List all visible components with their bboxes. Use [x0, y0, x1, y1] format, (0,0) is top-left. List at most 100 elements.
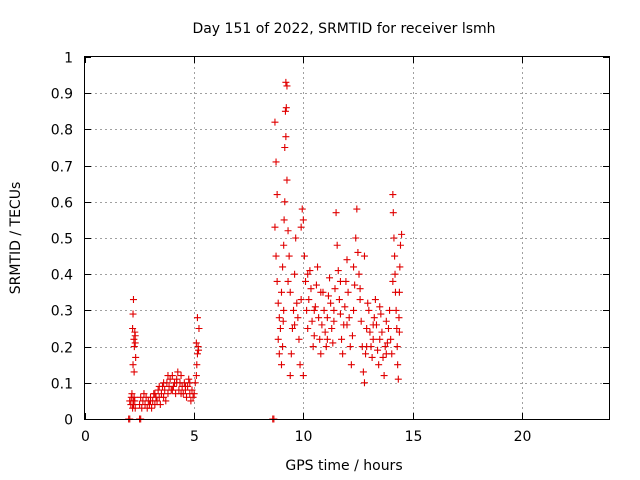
plot-frame	[84, 56, 610, 420]
data-point	[131, 397, 139, 405]
data-point	[369, 335, 377, 343]
data-point	[356, 296, 364, 304]
data-point	[129, 310, 137, 318]
data-point	[282, 104, 290, 112]
data-point	[157, 390, 165, 398]
data-point	[347, 361, 355, 369]
data-point	[293, 299, 301, 307]
x-tick-label: 20	[514, 429, 532, 445]
data-point	[286, 288, 294, 296]
data-point	[188, 386, 196, 394]
y-tick-labels: 0 0.1 0.2 0.3 0.4 0.5 0.6 0.7 0.8 0.9 1	[51, 51, 73, 429]
data-point	[300, 252, 308, 260]
data-point	[383, 339, 391, 347]
data-point	[276, 325, 284, 332]
data-point	[296, 361, 304, 369]
data-point	[175, 386, 183, 394]
data-point	[305, 296, 313, 304]
data-point	[360, 379, 368, 387]
y-tick-label: 0.7	[51, 160, 73, 176]
data-point	[391, 270, 399, 278]
data-point	[343, 321, 351, 329]
data-point	[295, 335, 303, 343]
y-tick-label: 0.6	[51, 196, 73, 212]
data-point	[164, 372, 172, 380]
data-point	[193, 350, 201, 358]
data-point	[316, 335, 324, 343]
data-point	[330, 306, 338, 314]
data-point	[291, 270, 299, 278]
data-point	[160, 379, 168, 387]
data-point	[162, 397, 170, 405]
data-point	[191, 379, 199, 387]
data-point	[302, 277, 310, 285]
data-point	[345, 314, 353, 322]
data-point	[378, 328, 386, 336]
data-point	[131, 404, 139, 412]
x-tick-label: 5	[190, 429, 199, 445]
data-point	[310, 332, 318, 340]
data-point	[155, 382, 163, 390]
data-point	[326, 274, 334, 282]
data-point	[284, 227, 292, 235]
data-point	[380, 372, 388, 380]
data-point	[328, 325, 336, 332]
data-point	[183, 393, 191, 401]
x-tick-labels: 0 5 10 15 20	[81, 429, 531, 445]
data-point	[299, 372, 307, 380]
data-point	[374, 346, 382, 354]
data-point	[398, 230, 406, 238]
data-point	[177, 390, 185, 398]
data-point	[396, 263, 404, 271]
data-point	[278, 361, 285, 369]
data-point	[279, 317, 287, 325]
data-point	[129, 361, 137, 369]
data-point	[333, 241, 341, 249]
data-point	[331, 285, 339, 293]
data-point	[392, 306, 400, 314]
data-point	[147, 397, 154, 405]
data-point	[272, 158, 280, 166]
data-point	[274, 299, 282, 307]
data-point	[128, 390, 136, 398]
data-point	[393, 325, 401, 332]
data-point	[282, 78, 290, 86]
y-tick-label: 0.1	[51, 377, 73, 393]
data-point	[389, 209, 397, 217]
data-point	[377, 310, 385, 318]
data-point	[351, 281, 359, 289]
data-point	[323, 335, 331, 343]
data-point	[336, 277, 344, 285]
data-point	[395, 288, 403, 296]
grid-lines	[85, 57, 609, 419]
data-point	[391, 252, 399, 260]
data-point	[341, 303, 349, 311]
data-point	[312, 281, 320, 289]
data-point	[288, 325, 296, 332]
data-point	[299, 216, 307, 224]
data-point	[304, 270, 312, 278]
data-point	[297, 296, 305, 304]
data-point	[363, 325, 371, 332]
data-point	[387, 335, 395, 343]
x-tick-label: 15	[405, 429, 423, 445]
data-point	[131, 339, 139, 347]
data-point	[350, 306, 358, 314]
data-point	[284, 277, 292, 285]
data-point	[287, 350, 295, 358]
data-point	[335, 296, 343, 304]
data-point	[393, 343, 401, 351]
y-tick-label: 1	[64, 51, 73, 67]
data-point	[364, 299, 372, 307]
data-point	[369, 321, 377, 329]
data-point	[272, 252, 280, 260]
data-point	[283, 176, 291, 184]
data-point	[329, 339, 337, 347]
data-point	[348, 332, 356, 340]
data-point	[285, 252, 293, 260]
y-tick-label: 0.2	[51, 341, 73, 357]
data-point	[332, 209, 340, 217]
data-point	[384, 325, 392, 332]
data-point	[193, 361, 201, 369]
